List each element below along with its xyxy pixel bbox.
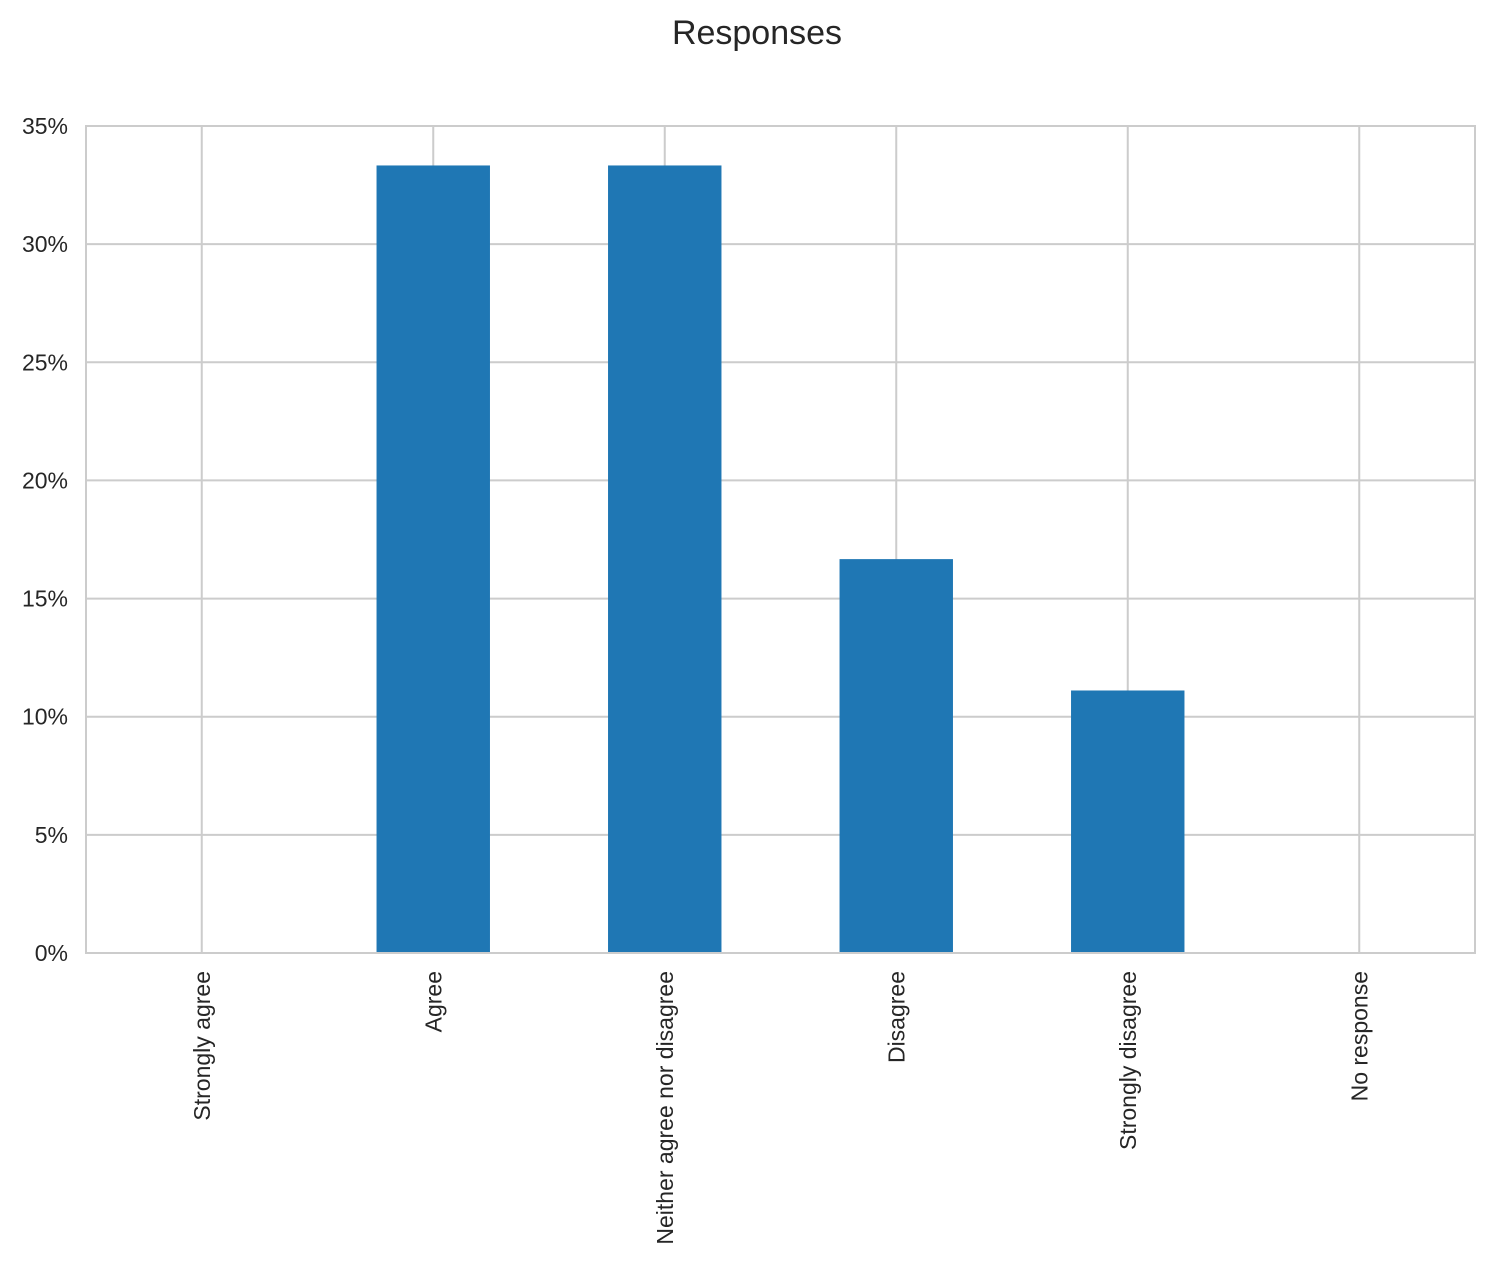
y-tick-label: 20% [22,467,68,493]
y-tick-label: 0% [35,940,68,966]
y-tick-label: 35% [22,113,68,139]
x-tick-label: Agree [420,971,446,1032]
x-tick-label: No response [1346,971,1372,1101]
plot-border [85,125,1476,954]
x-tick-label: Neither agree nor disagree [652,971,678,1245]
y-tick-label: 5% [35,822,68,848]
bar-strongly-disagree [1071,690,1185,953]
bar-agree [376,165,490,953]
y-tick-labels: 0% 5% 10% 15% 20% 25% 30% 35% [22,113,68,966]
bar-neither-agree-nor-disagree [608,165,722,953]
x-tick-label: Strongly disagree [1115,971,1141,1150]
chart-title: Responses [672,14,842,52]
x-tick-labels: Strongly agree Agree Neither agree nor dis… [189,971,1373,1245]
y-tick-label: 15% [22,586,68,612]
y-tick-label: 25% [22,349,68,375]
x-tick-label: Strongly agree [189,971,215,1121]
y-tick-label: 30% [22,231,68,257]
plot-frame [85,125,1476,954]
bars-layer [376,165,1185,953]
bar-disagree [839,559,953,953]
y-tick-label: 10% [22,704,68,730]
x-tick-label: Disagree [883,971,909,1063]
